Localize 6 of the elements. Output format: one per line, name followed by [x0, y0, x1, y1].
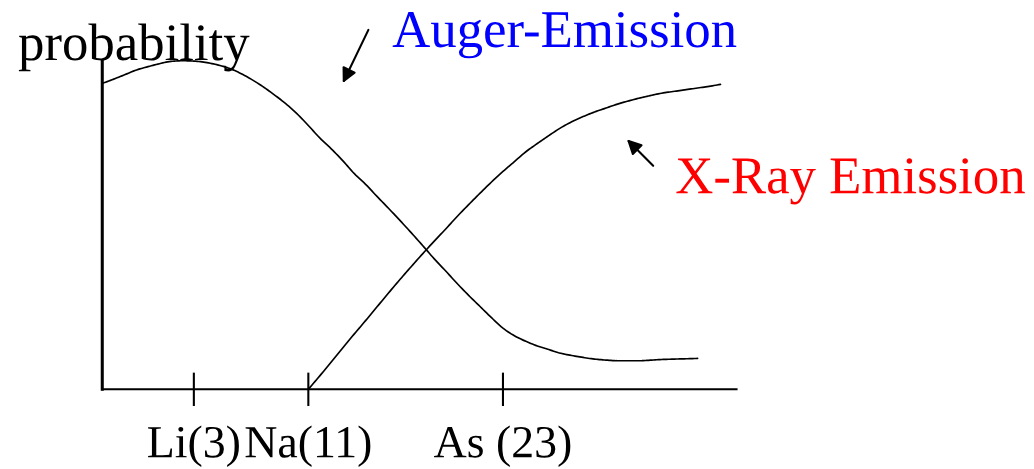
x-tick-label: Li(3) — [148, 425, 239, 467]
y-axis-title: probability — [18, 23, 250, 72]
legend-label: Auger-Emission — [392, 11, 737, 59]
x-tick-label: Na(11) — [245, 425, 371, 467]
x-tick-label: As (23) — [434, 425, 571, 467]
legend-label: X-Ray Emission — [676, 158, 1025, 205]
